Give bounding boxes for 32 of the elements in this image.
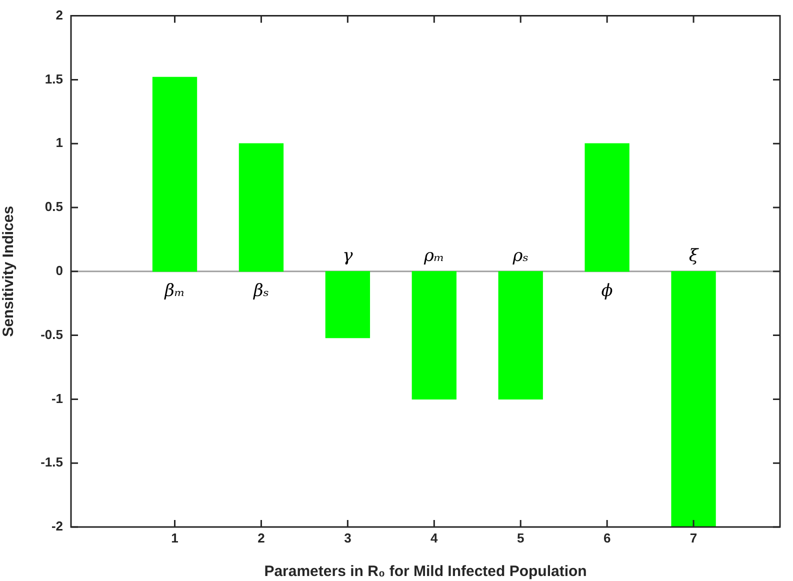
bar (671, 271, 716, 527)
y-tick-label: -1 (51, 390, 63, 406)
bar (412, 271, 456, 400)
x-tick-label: 7 (690, 530, 698, 546)
bar (325, 271, 370, 338)
annotation: ρₘ (422, 246, 444, 266)
x-tick-label: 6 (603, 530, 611, 546)
bar (584, 143, 630, 272)
y-tick-label: 0 (56, 262, 63, 278)
x-tick-label: 4 (430, 530, 439, 546)
y-tick-label: -2 (51, 518, 63, 534)
x-tick-label: 5 (516, 530, 524, 546)
y-tick-label: -0.5 (40, 326, 63, 342)
y-tick-label: -1.5 (40, 454, 63, 470)
x-tick-label: 1 (171, 530, 178, 546)
annotation: βₛ (252, 280, 270, 301)
annotation: γ (342, 246, 354, 266)
bar (498, 271, 543, 400)
y-tick-label: 1 (56, 135, 63, 150)
annotation: ξ (688, 246, 700, 266)
y-tick-label: 0.5 (44, 199, 63, 214)
annotation: ϕ (601, 280, 614, 301)
annotation: βₘ (164, 280, 185, 301)
bar (238, 143, 284, 272)
x-axis-title: Parameters in R₀ for Mild Infected Population (264, 563, 587, 580)
y-tick-label: 2 (56, 7, 63, 22)
bar (152, 76, 198, 272)
x-tick-label: 3 (344, 530, 352, 546)
annotation: ρₛ (512, 246, 529, 266)
y-axis-title: Sensitivity Indices (0, 206, 18, 337)
y-tick-label: 1.5 (44, 71, 63, 86)
x-tick-label: 2 (258, 530, 265, 546)
